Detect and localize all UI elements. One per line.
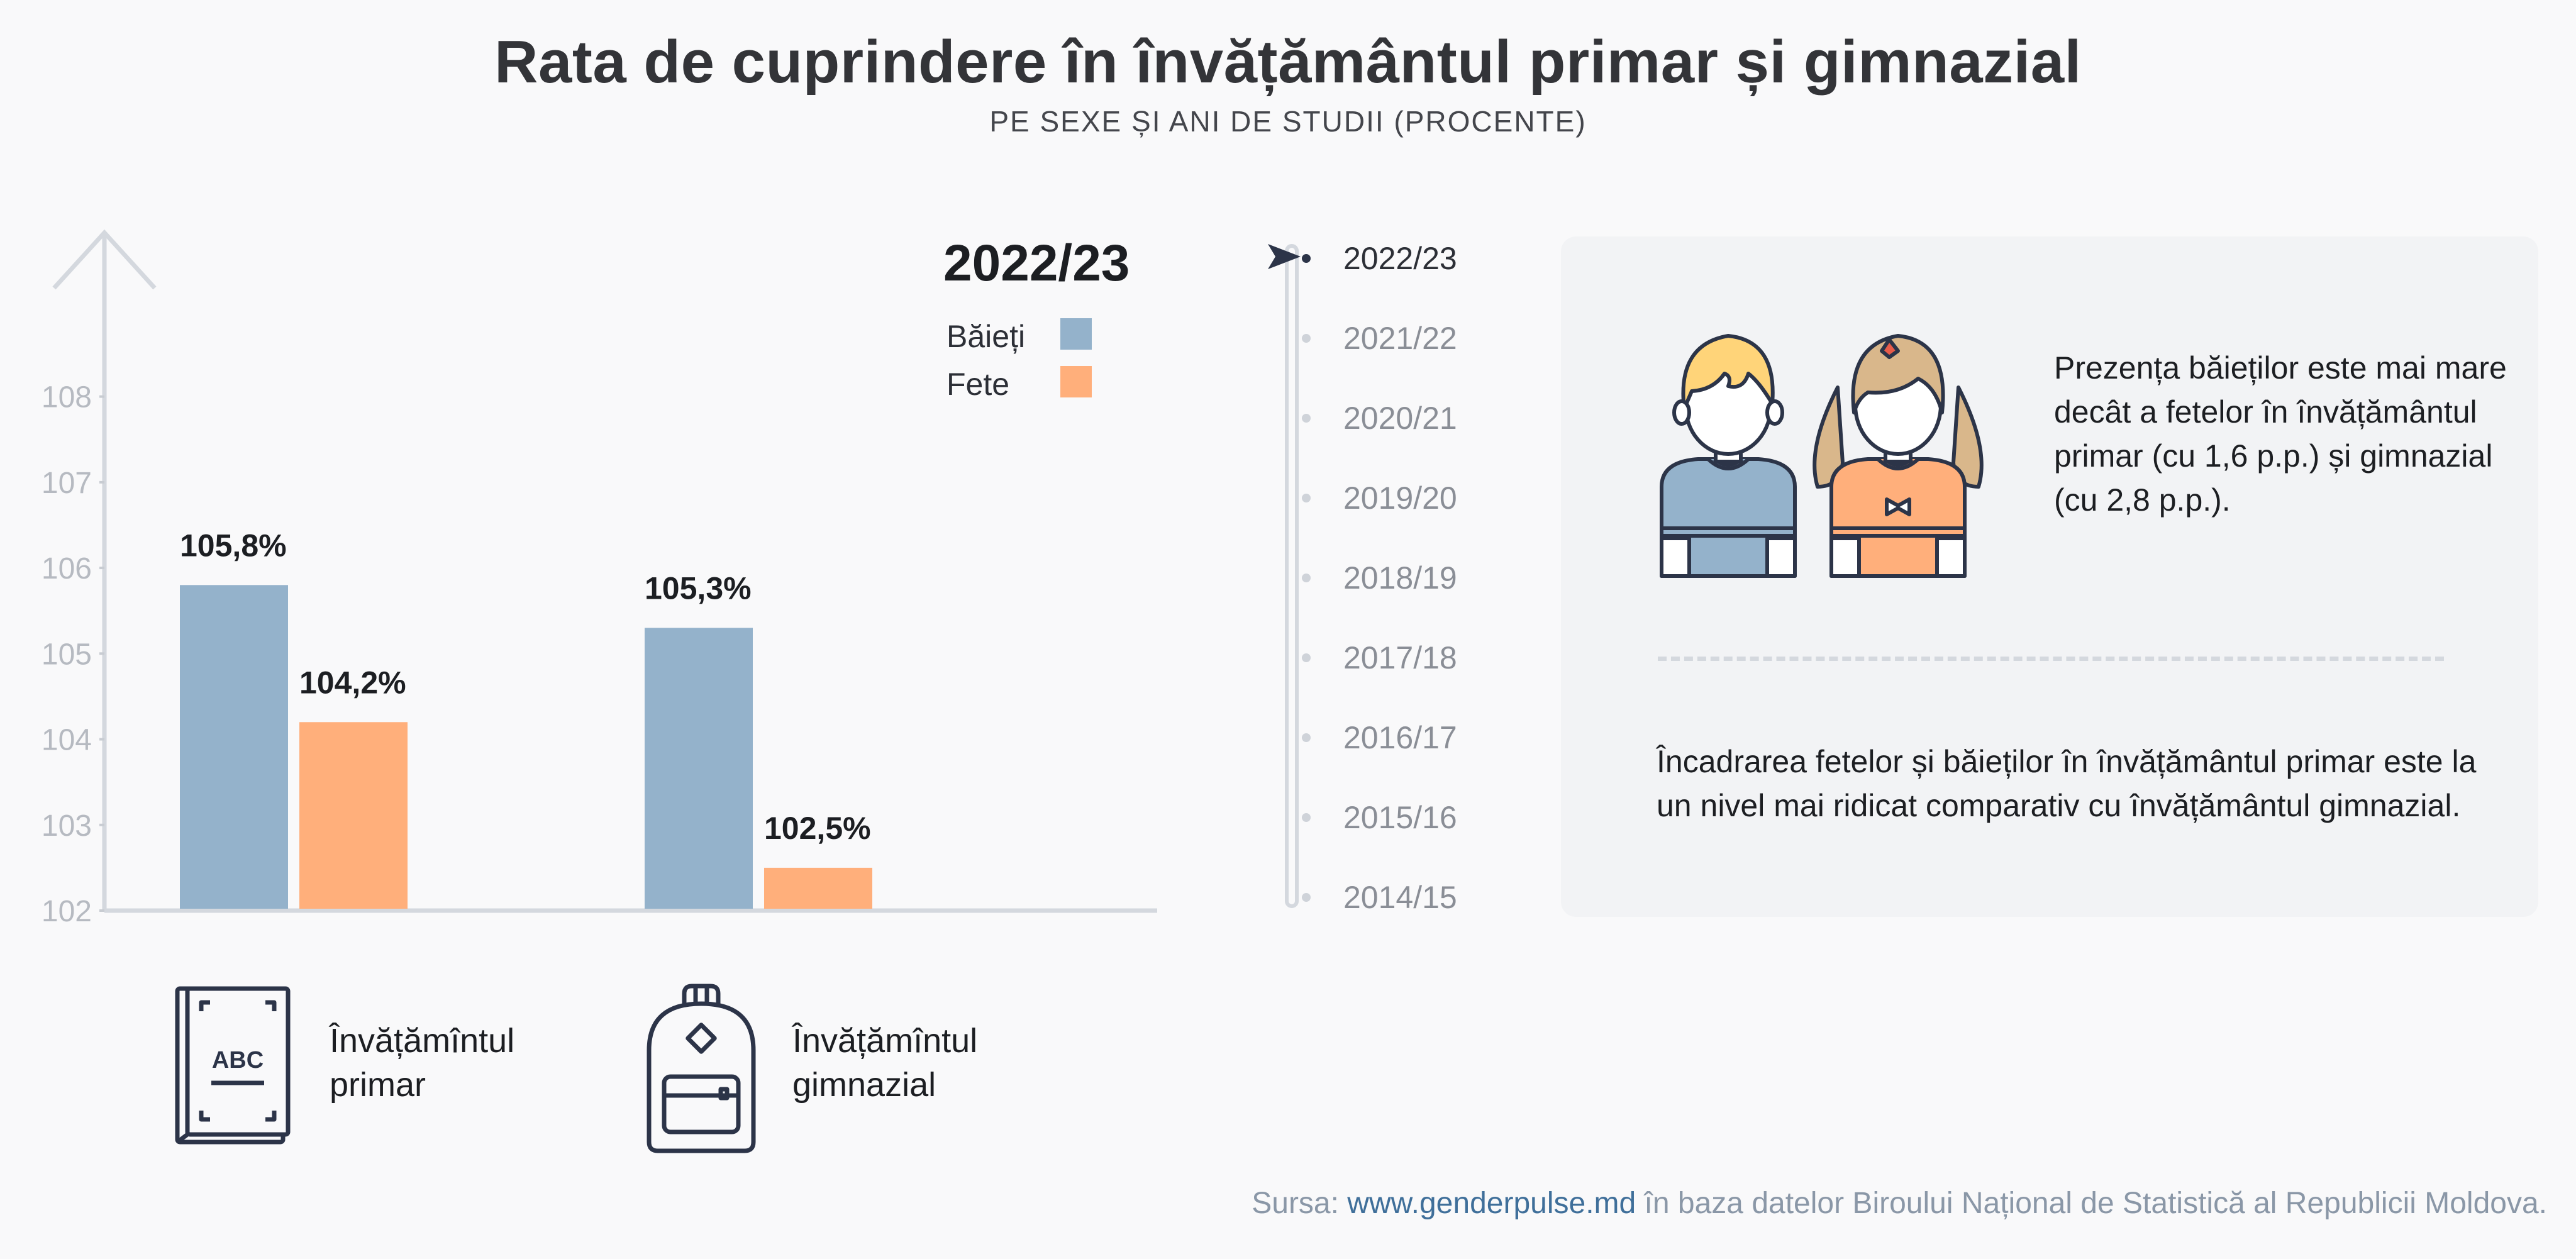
source-note: Sursa: www.genderpulse.md în baza datelo… [1252,1186,2547,1221]
timeline-year-2020-21[interactable]: 2020/21 [1302,400,1491,438]
source-prefix: Sursa: [1252,1187,1348,1220]
timeline-year-label: 2017/18 [1343,640,1457,675]
timeline-dot [1302,653,1311,662]
chart-subtitle: PE SEXE ȘI ANI DE STUDII (PROCENTE) [989,105,1587,138]
backpack-icon [647,984,756,1153]
bar-fete-0 [299,722,408,909]
timeline-year-label: 2016/17 [1343,720,1457,755]
info-text-enrollment: Încadrarea fetelor și băieților în învăț… [1657,744,2477,823]
bar-chart: 102 103 104 105 106 107 108 105,8% 104,2% 105,3%… [42,229,1157,928]
children-icon [1660,334,1984,578]
timeline-track[interactable] [1285,244,1299,908]
category-label-line: Învățămîntul [792,1022,978,1060]
source-suffix: în baza datelor Biroului Național de Sta… [1636,1187,2547,1220]
timeline-year-label: 2022/23 [1343,241,1457,276]
legend-swatch-fete [1060,366,1092,397]
bar-fete-1 [764,867,872,909]
timeline-dot [1302,733,1311,742]
info-text-presence: Prezența băieților este mai mare decât a… [2054,350,2507,518]
svg-text:ABC: ABC [212,1047,264,1073]
timeline-dot [1302,813,1311,822]
timeline-dot [1302,574,1311,582]
timeline-pointer-icon [1268,244,1301,269]
y-tick-label: 102 [42,895,92,928]
y-tick-label: 108 [42,381,92,414]
data-label: 104,2% [299,665,406,700]
timeline-year-2021-22[interactable]: 2021/22 [1302,320,1491,358]
data-label: 105,3% [645,570,752,606]
timeline-year-2019-20[interactable]: 2019/20 [1302,480,1491,518]
chart-axes: 102 103 104 105 106 107 108 [42,229,1157,928]
category-label-line: primar [330,1066,426,1104]
timeline-dot [1302,334,1311,343]
timeline-dot [1302,494,1311,502]
timeline-year-label: 2014/15 [1343,880,1457,915]
timeline-year-2015-16[interactable]: 2015/16 [1302,799,1491,837]
y-tick-label: 104 [42,724,92,757]
bar-baieti-0 [180,585,288,909]
timeline-year-2018-19[interactable]: 2018/19 [1302,560,1491,597]
timeline-year-label: 2018/19 [1343,560,1457,596]
data-label: 105,8% [180,528,287,563]
timeline-year-2022-23[interactable]: 2022/23 [1302,240,1491,278]
abc-book-icon: ABC [175,986,291,1145]
info-divider [1658,657,2444,661]
legend-item-fete: Fete [947,366,1009,402]
chart-title: Rata de cuprindere în învățământul prima… [494,28,2082,96]
timeline-year-label: 2020/21 [1343,401,1457,436]
y-axis-arrow [52,229,157,290]
timeline-year-label: 2015/16 [1343,800,1457,835]
data-label: 102,5% [764,811,871,846]
legend-label: Băieți [947,319,1026,354]
chart-data-labels: 105,8% 104,2% 105,3% 102,5% [180,528,871,846]
y-tick-label: 103 [42,809,92,843]
chart-bars [180,585,872,909]
legend-swatch-baieti [1060,318,1092,350]
timeline-year-2016-17[interactable]: 2016/17 [1302,719,1491,757]
timeline-year-label: 2019/20 [1343,480,1457,516]
legend-item-baieti: Băieți [947,318,1025,355]
legend-label: Fete [947,367,1010,402]
y-tick-label: 106 [42,552,92,585]
timeline-dot [1302,893,1311,902]
timeline-year-label: 2021/22 [1343,321,1457,356]
category-label-primar: Învățămîntul primar [330,1019,594,1107]
timeline-year-2014-15[interactable]: 2014/15 [1302,879,1491,917]
y-tick-label: 107 [42,467,92,500]
timeline-dot [1302,414,1311,423]
timeline-dot [1302,254,1311,263]
category-label-line: Învățămîntul [330,1022,515,1060]
bar-baieti-1 [645,628,753,909]
timeline-year-2017-18[interactable]: 2017/18 [1302,640,1491,677]
source-link[interactable]: www.genderpulse.md [1347,1187,1636,1220]
category-label-gimnazial: Învățămîntul gimnazial [792,1019,1057,1107]
category-label-line: gimnazial [792,1066,936,1104]
y-tick-label: 105 [42,638,92,671]
legend-year: 2022/23 [943,235,1130,292]
